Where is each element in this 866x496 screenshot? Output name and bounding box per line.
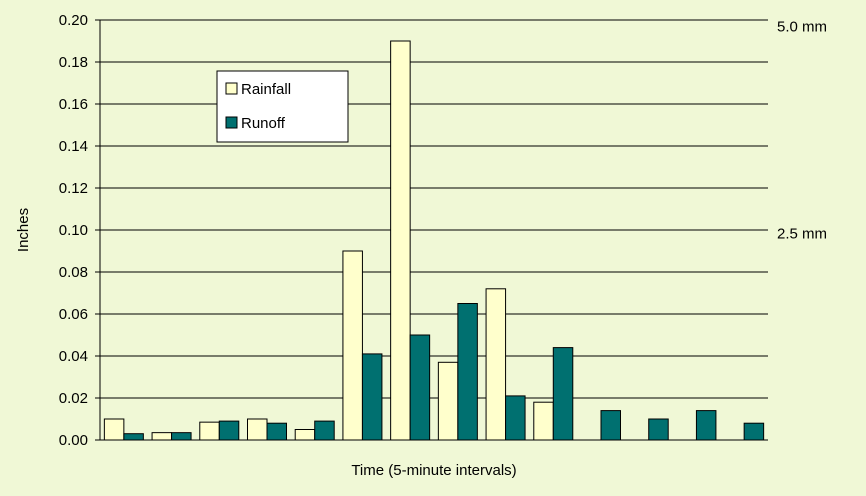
legend-label-rainfall: Rainfall <box>241 81 291 98</box>
secondary-y-labels: 5.0 mm 2.5 mm <box>777 19 827 243</box>
y-axis-title: Inches <box>15 208 32 252</box>
bar-runoff-14 <box>743 422 765 441</box>
y-tick-label: 0.00 <box>59 432 88 449</box>
x-axis-title: Time (5-minute intervals) <box>351 462 516 479</box>
secondary-y-label: 2.5 mm <box>777 225 827 242</box>
bar-rainfall-7 <box>390 40 411 441</box>
legend-label-runoff: Runoff <box>241 115 286 132</box>
y-tick-label: 0.16 <box>59 96 88 113</box>
bar-runoff-9 <box>505 395 526 441</box>
y-ticks: 0.00 0.02 0.04 0.06 0.08 0.10 0.12 0.14 0.16 0.18… <box>59 12 100 449</box>
y-tick-label: 0.04 <box>59 348 88 365</box>
bar-rainfall-9 <box>485 288 507 441</box>
secondary-y-label: 5.0 mm <box>777 19 827 36</box>
bar-runoff-13 <box>695 410 717 441</box>
legend-box <box>216 70 349 143</box>
bar-runoff-10 <box>552 347 574 441</box>
y-tick-label: 0.02 <box>59 390 88 407</box>
bar-runoff-11 <box>600 410 621 441</box>
y-tick-label: 0.18 <box>59 54 88 71</box>
gridlines <box>100 19 768 399</box>
bar-rainfall-10 <box>533 401 554 441</box>
bar-runoff-2 <box>171 432 192 441</box>
y-tick-label: 0.08 <box>59 264 88 281</box>
legend-swatch-rainfall <box>225 82 238 95</box>
bar-runoff-6 <box>361 353 383 441</box>
bar-rainfall-5 <box>294 429 316 441</box>
bar-rainfall-8 <box>437 361 459 441</box>
bar-runoff-7 <box>409 334 431 441</box>
y-tick-label: 0.10 <box>59 222 88 239</box>
bar-rainfall-3 <box>199 421 220 441</box>
legend-swatch-runoff <box>225 116 238 129</box>
bar-runoff-8 <box>457 303 478 441</box>
y-tick-label: 0.14 <box>59 138 88 155</box>
bar-rainfall-4 <box>247 418 268 441</box>
bar-runoff-1 <box>123 433 144 441</box>
y-tick-label: 0.12 <box>59 180 88 197</box>
bar-runoff-3 <box>218 420 240 441</box>
bar-rainfall-6 <box>342 250 363 441</box>
y-tick-label: 0.20 <box>59 12 88 29</box>
bar-rainfall-1 <box>103 418 125 441</box>
bar-runoff-5 <box>314 420 335 441</box>
bar-rainfall-2 <box>151 432 173 441</box>
y-tick-label: 0.06 <box>59 306 88 323</box>
legend: Rainfall Runoff <box>216 70 349 143</box>
bar-runoff-12 <box>648 418 669 441</box>
bars <box>103 40 765 441</box>
bar-runoff-4 <box>266 422 287 441</box>
